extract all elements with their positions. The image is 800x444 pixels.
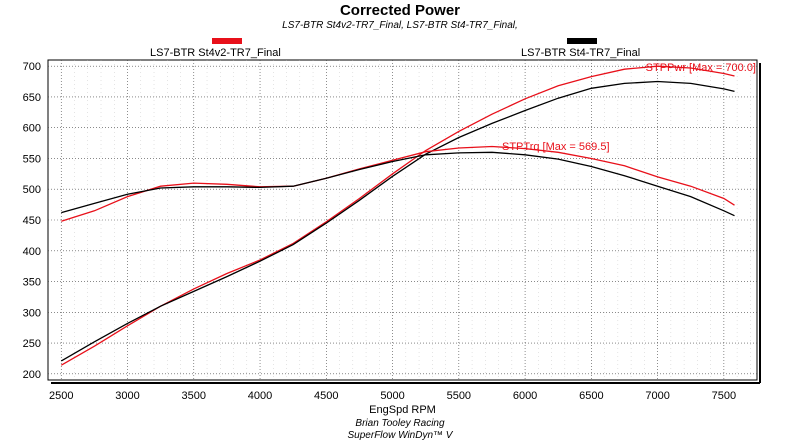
- x-axis-label: EngSpd RPM: [369, 404, 436, 416]
- x-tick-label: 7000: [645, 390, 669, 402]
- series-line-3: [61, 151, 735, 217]
- y-tick-label: 600: [23, 123, 41, 135]
- legend-swatch-red: [212, 38, 242, 44]
- legend-swatch-black: [567, 38, 597, 44]
- x-tick-label: 6000: [513, 390, 537, 402]
- y-tick-label: 650: [23, 92, 41, 104]
- series-line-1: [60, 80, 735, 362]
- y-tick-label: 700: [23, 61, 41, 73]
- chart-title: Corrected Power: [339, 2, 461, 19]
- series-line-0: [60, 65, 735, 366]
- x-tick-label: 6500: [579, 390, 603, 402]
- x-tick-label: 5500: [447, 390, 471, 402]
- legend-label-black: LS7-BTR St4-TR7_Final: [521, 47, 641, 59]
- y-tick-label: 550: [23, 153, 41, 165]
- y-tick-label: 350: [23, 277, 41, 289]
- y-tick-label: 400: [23, 246, 41, 258]
- x-tick-label: 3500: [182, 390, 206, 402]
- annotation-torque-max: STPTrq [Max = 569.5]: [502, 141, 610, 153]
- x-tick-label: 3000: [115, 390, 139, 402]
- y-tick-label: 300: [23, 307, 41, 319]
- x-tick-label: 4500: [314, 390, 338, 402]
- footer-company: Brian Tooley Racing: [355, 418, 445, 429]
- x-tick-label: 2500: [49, 390, 73, 402]
- annotation-power-max: STPPwr [Max = 700.0]: [646, 62, 756, 74]
- legend-label-red: LS7-BTR St4v2-TR7_Final: [150, 47, 281, 59]
- y-tick-label: 500: [23, 184, 41, 196]
- footer-software: SuperFlow WinDyn™ V: [347, 430, 453, 441]
- x-tick-label: 5000: [380, 390, 404, 402]
- series-line-2: [61, 145, 735, 222]
- y-tick-label: 200: [23, 369, 41, 381]
- y-tick-label: 450: [23, 215, 41, 227]
- y-tick-label: 250: [23, 338, 41, 350]
- x-tick-label: 7500: [712, 390, 736, 402]
- chart-subtitle: LS7-BTR St4v2-TR7_Final, LS7-BTR St4-TR7…: [282, 20, 518, 31]
- x-tick-label: 4000: [248, 390, 272, 402]
